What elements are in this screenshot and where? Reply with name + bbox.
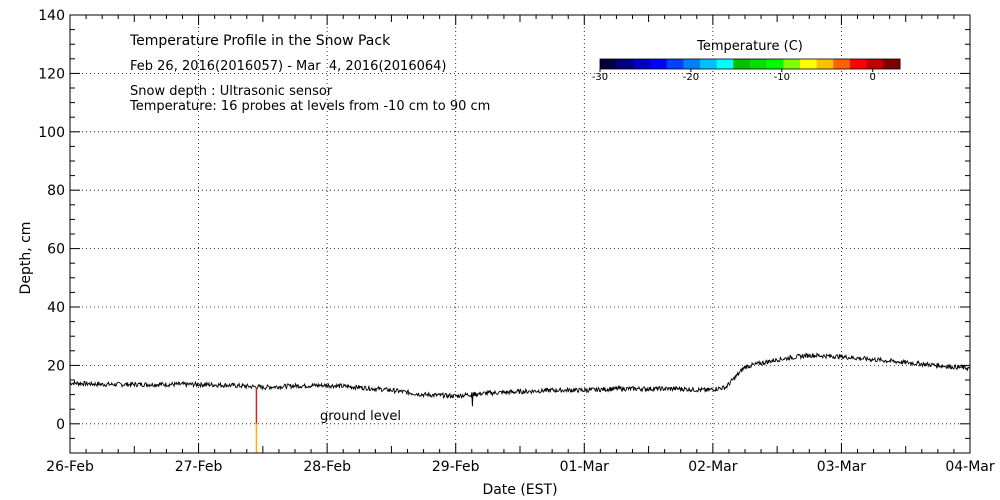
x-tick-label: 29-Feb [432,459,480,475]
colorbar-cell [766,59,784,69]
y-tick-label: 120 [38,66,65,82]
y-tick-label: 20 [47,358,65,374]
y-tick-label: 40 [47,300,65,316]
note-snow-depth: Snow depth : Ultrasonic sensor [130,84,333,99]
y-tick-label: 0 [56,417,65,433]
x-tick-label: 26-Feb [46,459,94,475]
colorbar-cell [700,59,718,69]
y-tick-label: 80 [47,183,65,199]
colorbar-cell [633,59,651,69]
colorbar-cell [716,59,734,69]
colorbar-tick-label: 0 [870,72,876,83]
x-axis-title: Date (EST) [482,482,557,498]
y-axis-title: Depth, cm [18,222,34,295]
colorbar-cells [599,58,901,70]
colorbar-cell [883,59,901,69]
colorbar-tick-label: -20 [683,72,699,83]
colorbar: Temperature (C) -30 -20 -10 0 [592,39,901,83]
colorbar-cell [833,59,851,69]
x-tick-label: 02-Mar [688,459,738,475]
y-tick-label: 100 [38,125,65,141]
colorbar-cell [650,59,668,69]
y-tick-label: 140 [38,8,65,24]
colorbar-cell [600,59,618,69]
chart-subtitle: Feb 26, 2016(2016057) - Mar 4, 2016(2016… [130,59,447,74]
chart-title: Temperature Profile in the Snow Pack [129,33,391,49]
colorbar-cell [783,59,801,69]
snow-depth-line [69,352,971,407]
colorbar-cell [866,59,884,69]
ground-level-label: ground level [320,409,401,424]
axis-ticks [69,14,971,454]
colorbar-ticks: -30 -20 -10 0 [592,69,876,83]
colorbar-tick-label: -10 [774,72,790,83]
x-tick-label: 27-Feb [175,459,223,475]
series-layer [69,352,971,453]
plot-frame [69,14,971,454]
tick-labels: 0 20 40 60 80 100 120 140 26-Feb 27-Feb 28-Feb 29-F… [38,8,995,475]
colorbar-tick-label: -30 [592,72,608,83]
x-tick-label: 28-Feb [303,459,351,475]
colorbar-cell [666,59,684,69]
x-tick-label: 01-Mar [560,459,610,475]
colorbar-cell [683,59,701,69]
y-tick-label: 60 [47,242,65,258]
colorbar-cell [616,59,634,69]
x-tick-label: 04-Mar [945,459,995,475]
colorbar-cell [750,59,768,69]
colorbar-cell [800,59,818,69]
colorbar-cell [816,59,834,69]
x-tick-label: 03-Mar [817,459,867,475]
colorbar-title: Temperature (C) [696,39,803,54]
colorbar-cell [850,59,868,69]
note-temperature: Temperature: 16 probes at levels from -1… [129,99,490,114]
colorbar-cell [733,59,751,69]
colorbar-frame [599,58,901,70]
